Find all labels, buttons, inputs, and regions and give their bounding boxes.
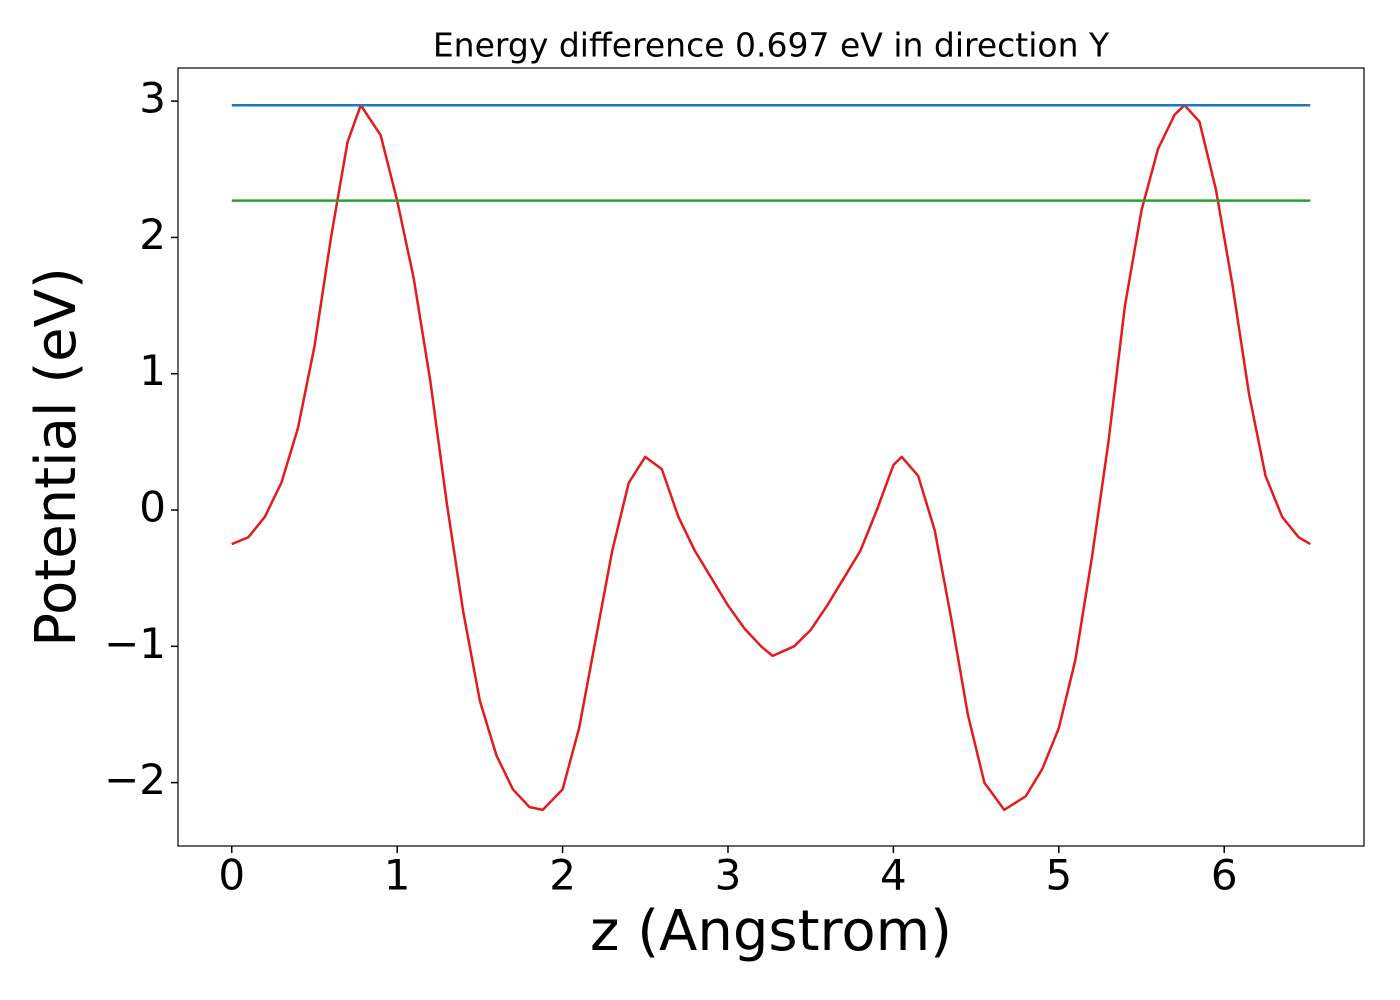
plot-frame (177, 67, 1365, 847)
chart-title: Energy difference 0.697 eV in direction … (433, 26, 1110, 65)
y-tick-label: 1 (139, 346, 166, 395)
y-tick-label: −2 (104, 755, 166, 804)
y-axis-label: Potential (eV) (24, 267, 89, 647)
y-tick-label: 2 (139, 210, 166, 259)
x-tick-label: 2 (549, 851, 576, 900)
x-tick-label: 1 (384, 851, 411, 900)
y-tick-label: 3 (139, 74, 166, 123)
series-line (231, 103, 1311, 812)
x-axis-label: z (Angstrom) (590, 899, 952, 964)
y-tick-label: −1 (104, 619, 166, 668)
x-tick-label: 5 (1045, 851, 1072, 900)
x-tick-label: 6 (1211, 851, 1238, 900)
x-tick-label: 0 (218, 851, 245, 900)
x-tick-label: 3 (715, 851, 742, 900)
x-tick-label: 4 (880, 851, 907, 900)
y-tick-label: 0 (139, 483, 166, 532)
